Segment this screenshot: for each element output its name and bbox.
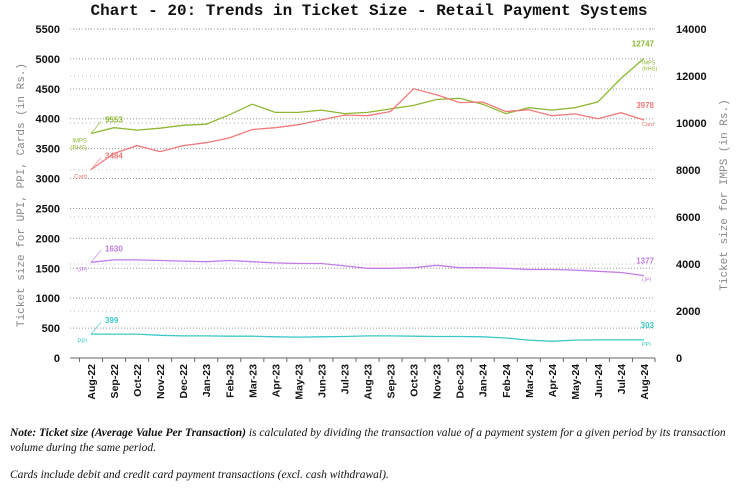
series-start-label-ppi: PPI bbox=[77, 339, 87, 345]
y2-axis-label: Ticket size for IMPS (in Rs.) bbox=[719, 99, 731, 290]
leader-line bbox=[90, 250, 102, 263]
x-tick-label: Sep-22 bbox=[109, 364, 121, 399]
y2-tick-label: 14000 bbox=[676, 24, 707, 36]
y2-tick-label: 8000 bbox=[676, 165, 700, 177]
x-tick-label: Nov-23 bbox=[432, 364, 444, 399]
series-last-value-upi: 1377 bbox=[636, 257, 654, 266]
series-line-card bbox=[90, 88, 645, 171]
x-tick-label: May-23 bbox=[293, 364, 305, 400]
x-tick-label: Mar-24 bbox=[524, 364, 536, 398]
y2-tick-label: 4000 bbox=[676, 259, 700, 271]
y2-tick-label: 2000 bbox=[676, 306, 700, 318]
right-axis: 0 2000 4000 6000 8000 10000 12000 14000 bbox=[676, 24, 707, 365]
series-line-upi bbox=[90, 259, 645, 277]
x-tick-label: Apr-24 bbox=[547, 364, 559, 397]
note-cards: Cards include debit and credit card paym… bbox=[10, 469, 389, 481]
y-tick-label: 500 bbox=[42, 323, 60, 335]
x-tick-label: May-24 bbox=[570, 364, 582, 400]
series-first-value-ppi: 399 bbox=[105, 316, 119, 325]
x-tick-label: Mar-23 bbox=[247, 364, 259, 398]
x-tick-label: Sep-23 bbox=[386, 364, 398, 399]
y-tick-label: 3500 bbox=[36, 144, 60, 156]
x-tick-label: Jun-23 bbox=[316, 364, 328, 398]
y-axis-label: Ticket size for UPI, PPI, Cards (in Rs.) bbox=[16, 63, 28, 327]
y2-tick-label: 0 bbox=[676, 353, 682, 365]
x-tick-label: Apr-23 bbox=[270, 364, 282, 397]
y2-tick-label: 12000 bbox=[676, 71, 707, 83]
note-rest: is calculated by dividing the transactio… bbox=[10, 427, 726, 454]
series-start-label-imps: IMPS bbox=[72, 139, 87, 145]
x-tick-label: Jan-23 bbox=[201, 364, 213, 397]
y-tick-label: 0 bbox=[54, 353, 60, 365]
series-first-value-upi: 1630 bbox=[105, 244, 123, 253]
y-tick-label: 4500 bbox=[36, 84, 60, 96]
series-first-value-card: 3484 bbox=[105, 152, 123, 161]
x-tick-label: Aug-22 bbox=[86, 364, 98, 400]
left-axis: 0 500 1000 1500 2000 2500 3000 3500 4000 4500 5000… bbox=[36, 24, 60, 365]
x-axis: Aug-22 Sep-22 Oct-22 Nov-22 Dec-22 Jan-23 Feb-… bbox=[70, 357, 656, 400]
x-tick-label: Oct-22 bbox=[132, 364, 144, 397]
leader-line bbox=[90, 157, 102, 170]
x-tick-label: Jan-24 bbox=[478, 364, 490, 397]
leader-line bbox=[90, 121, 102, 134]
x-tick-label: Jul-23 bbox=[339, 364, 351, 395]
y-tick-label: 3000 bbox=[36, 174, 60, 186]
x-tick-label: Nov-22 bbox=[155, 364, 167, 399]
gridlines bbox=[70, 28, 655, 329]
chart-title: Chart - 20: Trends in Ticket Size - Reta… bbox=[90, 2, 648, 20]
note-bold: Note: Ticket size (Average Value Per Tra… bbox=[10, 427, 246, 439]
x-tick-label: Aug-24 bbox=[639, 364, 651, 400]
series-end-label-upi: UPI bbox=[642, 278, 652, 284]
x-tick-label: Dec-23 bbox=[455, 364, 467, 399]
x-tick-label: Jul-24 bbox=[616, 364, 628, 395]
x-tick-label: Jun-24 bbox=[593, 364, 605, 398]
series-first-value-imps: 9553 bbox=[105, 116, 123, 125]
y-tick-label: 1500 bbox=[36, 263, 60, 275]
x-tick-label: Feb-23 bbox=[224, 364, 236, 398]
y2-tick-label: 6000 bbox=[676, 212, 700, 224]
series-line-imps bbox=[90, 57, 645, 135]
note-ticket-size: Note: Ticket size (Average Value Per Tra… bbox=[10, 426, 730, 456]
series-start-label-card: Card bbox=[74, 175, 87, 181]
series-start-label-upi: UPI bbox=[77, 267, 87, 273]
series-end-label-card: Card bbox=[642, 122, 654, 128]
series-end-label-imps: IMPS bbox=[642, 60, 656, 66]
chart-area: 0 500 1000 1500 2000 2500 3000 3500 4000 4500 5000… bbox=[16, 24, 731, 400]
y-tick-label: 5000 bbox=[36, 54, 60, 66]
x-tick-label: Dec-22 bbox=[178, 364, 190, 399]
series-end-label2-imps: (RHS) bbox=[642, 66, 657, 72]
x-tick-label: Oct-23 bbox=[409, 364, 421, 397]
series-last-value-ppi: 303 bbox=[641, 321, 655, 330]
y-tick-label: 2000 bbox=[36, 233, 60, 245]
series-end-label-ppi: PPI bbox=[642, 342, 651, 348]
y2-tick-label: 10000 bbox=[676, 118, 707, 130]
y-tick-label: 1000 bbox=[36, 293, 60, 305]
y-tick-label: 4000 bbox=[36, 114, 60, 126]
series-group: IMPS(RHS)955312747IMPS(RHS)Card34843978C… bbox=[70, 39, 657, 347]
y-tick-label: 2500 bbox=[36, 203, 60, 215]
y-tick-label: 5500 bbox=[36, 24, 60, 36]
leader-line bbox=[90, 321, 102, 335]
series-last-value-imps: 12747 bbox=[632, 39, 655, 48]
series-line-ppi bbox=[91, 333, 644, 342]
x-tick-label: Feb-24 bbox=[501, 364, 513, 398]
series-start-label2-imps: (RHS) bbox=[70, 146, 87, 152]
series-last-value-card: 3978 bbox=[636, 101, 654, 110]
x-tick-label: Aug-23 bbox=[363, 364, 375, 400]
